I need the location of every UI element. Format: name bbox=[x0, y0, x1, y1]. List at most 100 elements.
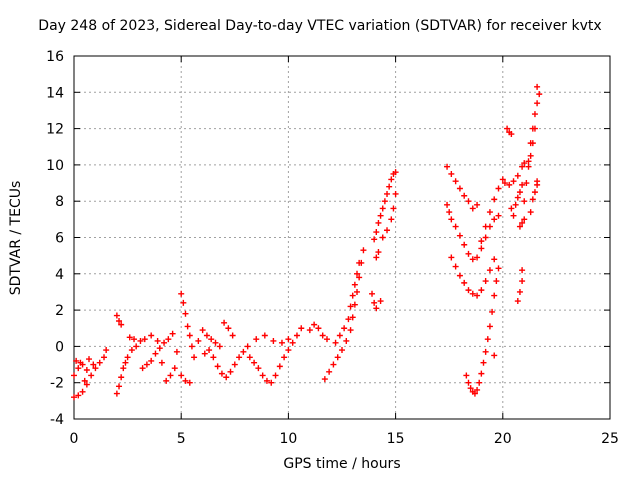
data-point bbox=[354, 270, 361, 277]
data-point bbox=[231, 361, 238, 368]
data-point bbox=[161, 339, 168, 346]
scatter-series bbox=[501, 125, 528, 219]
data-point bbox=[137, 337, 144, 344]
data-point bbox=[270, 337, 277, 344]
data-point bbox=[369, 290, 376, 297]
data-point bbox=[388, 216, 395, 223]
data-point bbox=[319, 332, 326, 339]
data-point bbox=[377, 212, 384, 219]
scatter-series bbox=[246, 325, 305, 386]
data-point bbox=[506, 181, 513, 188]
data-point bbox=[278, 339, 285, 346]
data-point bbox=[268, 379, 275, 386]
data-point bbox=[143, 361, 150, 368]
data-point bbox=[474, 292, 481, 299]
data-point bbox=[360, 247, 367, 254]
data-point bbox=[491, 256, 498, 263]
data-point bbox=[521, 216, 528, 223]
data-point bbox=[373, 254, 380, 261]
y-tick-label: -2 bbox=[50, 376, 64, 392]
data-point bbox=[261, 332, 268, 339]
y-tick-label: 0 bbox=[55, 339, 64, 355]
data-point bbox=[345, 316, 352, 323]
chart-title: Day 248 of 2023, Sidereal Day-to-day VTE… bbox=[38, 18, 602, 34]
data-point bbox=[330, 361, 337, 368]
data-point bbox=[83, 381, 90, 388]
data-point bbox=[482, 278, 489, 285]
scatter-series bbox=[139, 330, 178, 384]
data-point bbox=[293, 332, 300, 339]
data-point bbox=[534, 83, 541, 90]
data-point bbox=[208, 336, 215, 343]
data-point bbox=[216, 343, 223, 350]
data-point bbox=[531, 111, 538, 118]
data-point bbox=[377, 298, 384, 305]
data-point bbox=[519, 181, 526, 188]
data-point bbox=[118, 321, 125, 328]
data-point bbox=[446, 209, 453, 216]
grid bbox=[74, 56, 610, 419]
data-point bbox=[246, 354, 253, 361]
data-point bbox=[336, 332, 343, 339]
data-point bbox=[478, 245, 485, 252]
data-point bbox=[122, 359, 129, 366]
data-point bbox=[510, 212, 517, 219]
data-point bbox=[90, 361, 97, 368]
data-point bbox=[491, 216, 498, 223]
data-point bbox=[478, 370, 485, 377]
scatter-series bbox=[448, 176, 506, 299]
data-marks bbox=[71, 83, 543, 401]
data-point bbox=[474, 254, 481, 261]
data-point bbox=[516, 288, 523, 295]
data-point bbox=[171, 365, 178, 372]
data-point bbox=[452, 223, 459, 230]
data-point bbox=[392, 190, 399, 197]
data-point bbox=[351, 301, 358, 308]
data-point bbox=[375, 219, 382, 226]
data-point bbox=[118, 374, 125, 381]
x-tick-label: 10 bbox=[279, 431, 297, 447]
data-point bbox=[531, 189, 538, 196]
data-point bbox=[343, 337, 350, 344]
data-point bbox=[81, 377, 88, 384]
data-point bbox=[113, 312, 120, 319]
data-point bbox=[469, 256, 476, 263]
data-point bbox=[482, 348, 489, 355]
data-point bbox=[529, 140, 536, 147]
data-point bbox=[163, 377, 170, 384]
data-point bbox=[469, 205, 476, 212]
data-point bbox=[218, 370, 225, 377]
data-point bbox=[182, 310, 189, 317]
data-point bbox=[465, 287, 472, 294]
data-point bbox=[525, 158, 532, 165]
data-point bbox=[471, 390, 478, 397]
data-point bbox=[456, 272, 463, 279]
data-point bbox=[474, 386, 481, 393]
data-point bbox=[131, 336, 138, 343]
data-point bbox=[306, 327, 313, 334]
data-point bbox=[251, 359, 258, 366]
data-point bbox=[128, 347, 135, 354]
data-point bbox=[285, 347, 292, 354]
data-point bbox=[148, 332, 155, 339]
data-point bbox=[86, 356, 93, 363]
data-point bbox=[347, 303, 354, 310]
y-tick-label: 12 bbox=[46, 122, 64, 138]
data-point bbox=[519, 267, 526, 274]
scatter-series bbox=[306, 247, 367, 383]
data-point bbox=[536, 91, 543, 98]
data-point bbox=[519, 163, 526, 170]
x-tick-label: 5 bbox=[177, 431, 186, 447]
data-point bbox=[124, 354, 131, 361]
scatter-series bbox=[113, 312, 144, 397]
data-point bbox=[92, 365, 99, 372]
data-point bbox=[229, 332, 236, 339]
data-point bbox=[83, 366, 90, 373]
scatter-series bbox=[173, 290, 202, 386]
data-point bbox=[315, 325, 322, 332]
data-point bbox=[529, 196, 536, 203]
data-point bbox=[510, 178, 517, 185]
data-point bbox=[356, 259, 363, 266]
data-point bbox=[184, 323, 191, 330]
data-point bbox=[289, 339, 296, 346]
